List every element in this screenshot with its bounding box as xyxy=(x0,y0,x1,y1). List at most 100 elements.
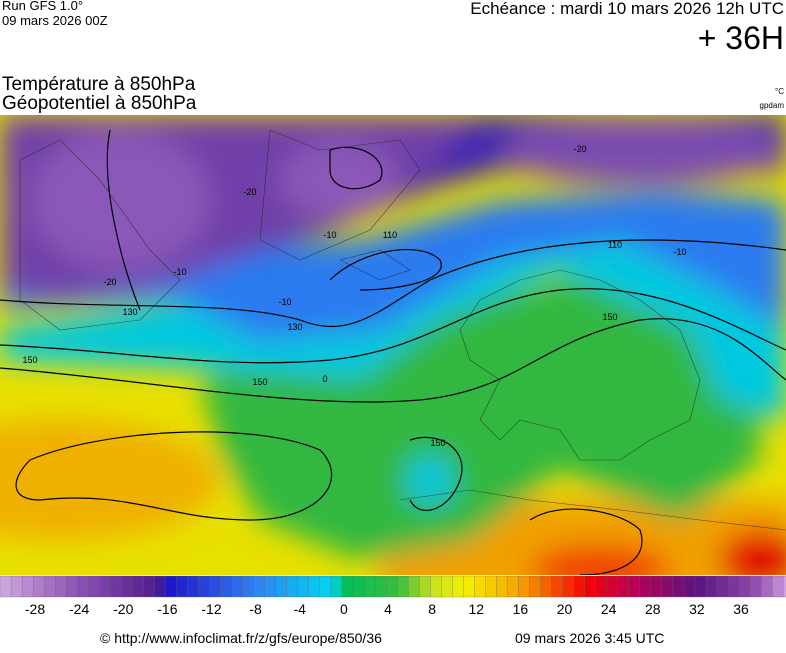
colorbar-swatch xyxy=(66,575,78,598)
colorbar-swatch xyxy=(0,575,12,598)
colorbar-swatch xyxy=(110,575,122,598)
colorbar-swatch xyxy=(242,575,255,598)
colorbar-swatch xyxy=(43,575,56,598)
colorbar-swatch xyxy=(121,575,133,598)
contour-label: 110 xyxy=(383,230,397,240)
title-geopotential: Géopotentiel à 850hPa xyxy=(2,93,197,114)
colorbar-swatch xyxy=(683,575,696,598)
valid-time: Echéance : mardi 10 mars 2026 12h UTC xyxy=(470,0,784,18)
colorbar-swatch xyxy=(330,575,343,598)
colorbar-swatch xyxy=(176,575,188,598)
colorbar-swatch xyxy=(606,575,619,598)
colorbar-tick-label: 0 xyxy=(340,601,348,617)
colorbar-swatch xyxy=(661,575,674,598)
colorbar-swatch xyxy=(584,575,597,598)
colorbar-swatch xyxy=(21,575,34,598)
contour-label: 150 xyxy=(430,438,445,448)
colorbar-tick-label: 16 xyxy=(513,601,529,617)
colorbar-swatch xyxy=(430,575,442,598)
contour-label: 130 xyxy=(287,322,302,332)
map: -20 -20 -20 -10 -10 -10 -10 0 110 110 130 130 150 150… xyxy=(0,115,786,575)
colorbar-swatch xyxy=(253,575,266,598)
run-date: 09 mars 2026 00Z xyxy=(2,13,108,28)
contour-label: 0 xyxy=(322,374,327,384)
temperature-field xyxy=(0,115,786,575)
colorbar-swatch xyxy=(308,575,321,598)
footer-source: © http://www.infoclimat.fr/z/gfs/europe/… xyxy=(100,630,382,646)
colorbar-swatch xyxy=(419,575,431,598)
colorbar-swatch xyxy=(132,575,144,598)
colorbar-tick-label: 28 xyxy=(645,601,661,617)
colorbar-swatch xyxy=(374,575,387,598)
colorbar-swatch xyxy=(474,575,486,598)
colorbar-swatch xyxy=(639,575,652,598)
colorbar-swatch xyxy=(385,575,398,598)
colorbar-swatch xyxy=(761,575,773,598)
colorbar-swatch xyxy=(88,575,100,598)
colorbar-swatch xyxy=(783,575,786,598)
contour-labels: -20 -20 -20 -10 -10 -10 -10 0 110 110 130 130 150 150… xyxy=(22,144,686,448)
contour-label: -10 xyxy=(323,230,336,240)
colorbar-swatch xyxy=(408,575,420,598)
colorbar-swatch xyxy=(363,575,376,598)
colorbar-swatch xyxy=(32,575,45,598)
colorbar-swatch xyxy=(485,575,497,598)
colorbar-swatch xyxy=(143,575,155,598)
colorbar-swatch xyxy=(55,575,67,598)
colorbar-tick-label: -8 xyxy=(249,601,262,617)
contour-label: -20 xyxy=(103,277,116,287)
colorbar-swatch xyxy=(209,575,222,598)
colorbar-swatch xyxy=(529,575,541,598)
colorbar-swatch xyxy=(540,575,553,598)
colorbar-swatch xyxy=(705,575,718,598)
colorbar-swatch xyxy=(617,575,630,598)
colorbar-swatch xyxy=(341,575,354,598)
colorbar-swatch xyxy=(275,575,288,598)
colorbar-swatch xyxy=(672,575,685,598)
colorbar-swatch xyxy=(264,575,277,598)
colorbar-swatch xyxy=(463,575,475,598)
colorbar-tick-label: 8 xyxy=(428,601,436,617)
colorbar-tick-label: 32 xyxy=(689,601,705,617)
colorbar-tick-label: 12 xyxy=(468,601,484,617)
colorbar-tick-label: 36 xyxy=(733,601,749,617)
unit-geopotential: gpdam xyxy=(760,101,785,110)
colorbar-swatch xyxy=(452,575,464,598)
colorbar-swatch xyxy=(507,575,519,598)
colorbar-tick-label: -28 xyxy=(25,601,45,617)
colorbar-tick-label: 20 xyxy=(557,601,573,617)
colorbar-swatch xyxy=(319,575,332,598)
colorbar-swatch xyxy=(10,575,23,598)
colorbar-swatch xyxy=(518,575,530,598)
colorbar-swatch xyxy=(573,575,586,598)
colorbar-swatch xyxy=(220,575,233,598)
colorbar-swatch xyxy=(187,575,200,598)
lead-time: + 36H xyxy=(698,20,784,56)
colorbar-tick-label: -20 xyxy=(113,601,133,617)
colorbar-swatch xyxy=(772,575,784,598)
colorbar-swatch xyxy=(154,575,166,598)
run: Run GFS 1.0° xyxy=(2,0,83,13)
colorbar-swatch xyxy=(286,575,299,598)
colorbar-swatch xyxy=(694,575,707,598)
footer-generated: 09 mars 2026 3:45 UTC xyxy=(515,630,664,646)
geopotential-contours xyxy=(0,129,786,575)
contour-label: 150 xyxy=(252,377,267,387)
contour-label: 110 xyxy=(608,240,622,250)
colorbar-swatch xyxy=(562,575,575,598)
contour-label: -10 xyxy=(173,267,186,277)
colorbar-tick-label: -12 xyxy=(201,601,221,617)
colorbar-swatch xyxy=(198,575,211,598)
colorbar-swatch xyxy=(749,575,762,598)
colorbar-swatch xyxy=(441,575,453,598)
contour-label: 130 xyxy=(122,307,137,317)
colorbar-swatch xyxy=(727,575,740,598)
contour-label: -20 xyxy=(243,187,256,197)
unit-temperature: °C xyxy=(775,87,784,96)
colorbar-tick-label: 4 xyxy=(384,601,392,617)
colorbar-swatch xyxy=(628,575,641,598)
colorbar-tick-label: 24 xyxy=(601,601,617,617)
coastlines xyxy=(19,129,786,531)
colorbar-swatch xyxy=(396,575,409,598)
